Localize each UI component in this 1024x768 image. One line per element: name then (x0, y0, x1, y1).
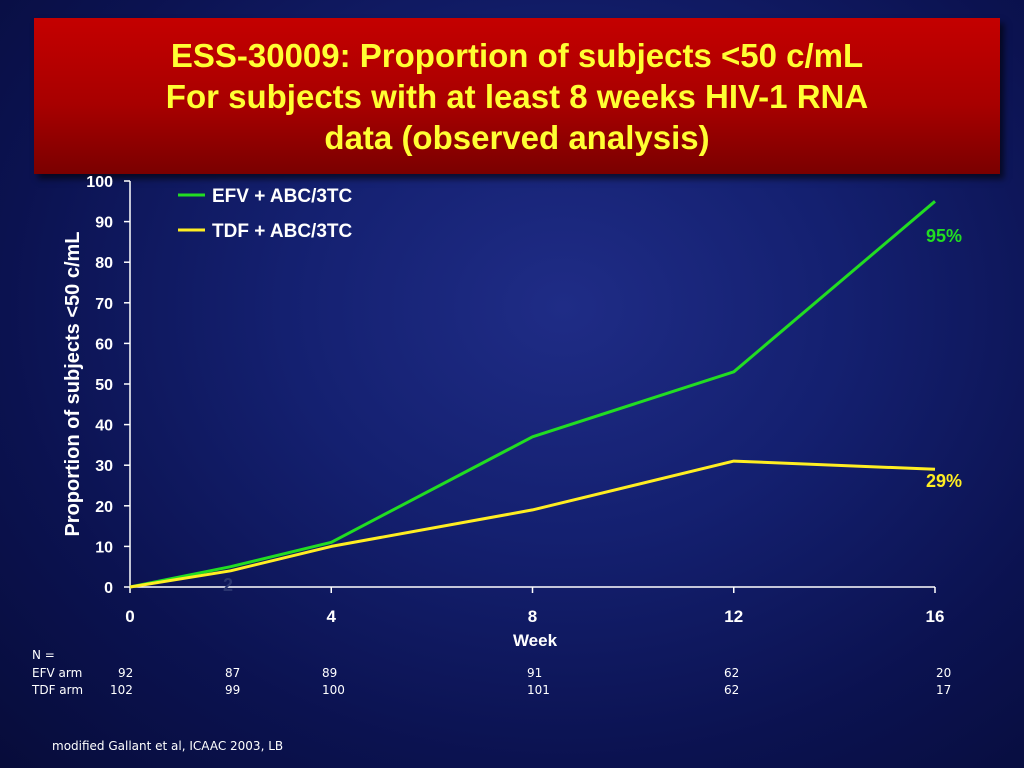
x-tick-label: 12 (724, 607, 743, 626)
n-cell-efv-1: 92 (118, 666, 134, 680)
n-cell-tdf-6: 17 (936, 683, 952, 697)
n-cell-efv-5: 62 (724, 666, 740, 680)
y-tick-label: 20 (95, 499, 113, 516)
series-line-1 (129, 459, 936, 589)
n-table: N = EFV arm 92 87 89 91 62 20 TDF arm 10… (0, 648, 1024, 698)
y-tick-label: 30 (95, 458, 113, 475)
n-cell-tdf-4: 101 (527, 683, 550, 697)
x-tick-label: 8 (528, 607, 537, 626)
n-row-label-tdf: TDF arm (32, 683, 84, 697)
n-cell-efv-2: 87 (225, 666, 241, 680)
n-table-header: N = (32, 648, 55, 662)
annotation-2: 2 (223, 575, 233, 595)
source-footnote: modified Gallant et al, ICAAC 2003, LB (52, 739, 284, 753)
y-axis-title: Proportion of subjects <50 c/mL (62, 231, 84, 536)
title-line-1: ESS-30009: Proportion of subjects <50 c/… (170, 36, 864, 74)
annotation-0: 95% (926, 226, 962, 246)
n-row-label-efv: EFV arm (32, 666, 83, 680)
annotation-1: 29% (926, 471, 962, 491)
n-cell-tdf-2: 99 (225, 683, 241, 697)
y-tick-label: 0 (104, 580, 113, 597)
n-cell-tdf-5: 62 (724, 683, 740, 697)
legend-label-0: EFV + ABC/3TC (212, 186, 353, 207)
y-tick-label: 60 (95, 336, 113, 353)
x-tick-label: 0 (125, 607, 134, 626)
y-tick-label: 50 (95, 377, 113, 394)
y-tick-label: 40 (95, 418, 113, 435)
n-cell-tdf-1: 102 (110, 683, 133, 697)
x-tick-label: 4 (327, 607, 337, 626)
y-tick-label: 80 (95, 255, 113, 272)
title-line-3: data (observed analysis) (324, 118, 710, 156)
y-tick-label: 70 (95, 296, 113, 313)
n-cell-efv-6: 20 (936, 666, 952, 680)
title-banner: ESS-30009: Proportion of subjects <50 c/… (34, 18, 1000, 174)
series-line-0 (129, 200, 936, 589)
line-chart: 0 10 20 30 40 50 60 70 80 90 100 0 4 8 12 16 Week Proport… (62, 174, 963, 648)
y-tick-label: 90 (95, 215, 113, 232)
n-cell-efv-3: 89 (322, 666, 338, 680)
y-tick-label: 100 (86, 174, 113, 191)
n-cell-tdf-3: 100 (322, 683, 345, 697)
x-tick-label: 16 (926, 607, 945, 626)
title-line-2: For subjects with at least 8 weeks HIV-1… (165, 77, 869, 115)
legend-label-1: TDF + ABC/3TC (212, 221, 352, 242)
y-tick-label: 10 (95, 539, 113, 556)
x-axis-title: Week (513, 631, 558, 648)
n-cell-efv-4: 91 (527, 666, 543, 680)
